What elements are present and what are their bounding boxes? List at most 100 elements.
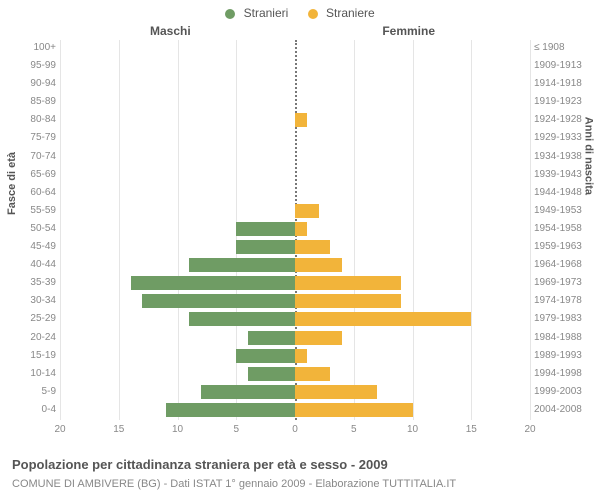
x-tick: 15 [113, 424, 124, 435]
side-label-male: Maschi [150, 24, 191, 38]
pyramid-row: 25-291979-1983 [60, 311, 530, 329]
gridline [530, 40, 531, 420]
pyramid-row: 5-91999-2003 [60, 384, 530, 402]
age-tick: 30-34 [10, 295, 56, 306]
age-tick: 50-54 [10, 223, 56, 234]
bar-male [142, 294, 295, 308]
legend-female: Straniere [308, 6, 375, 20]
x-tick: 20 [524, 424, 535, 435]
bar-female [295, 367, 330, 381]
legend-swatch-male [225, 9, 235, 19]
age-tick: 70-74 [10, 151, 56, 162]
bar-female [295, 240, 330, 254]
pyramid-row: 30-341974-1978 [60, 293, 530, 311]
age-tick: 75-79 [10, 132, 56, 143]
year-tick: 1909-1913 [534, 60, 596, 71]
age-tick: 90-94 [10, 78, 56, 89]
population-pyramid-chart: Stranieri Straniere Maschi Femmine Fasce… [0, 0, 600, 500]
pyramid-row: 80-841924-1928 [60, 112, 530, 130]
bar-female [295, 312, 471, 326]
pyramid-row: 15-191989-1993 [60, 348, 530, 366]
bar-male [131, 276, 296, 290]
x-tick: 20 [54, 424, 65, 435]
bar-male [236, 222, 295, 236]
x-axis: 201510505101520 [60, 420, 530, 440]
age-tick: 35-39 [10, 277, 56, 288]
pyramid-row: 90-941914-1918 [60, 76, 530, 94]
age-tick: 40-44 [10, 259, 56, 270]
x-tick: 5 [351, 424, 357, 435]
pyramid-row: 95-991909-1913 [60, 58, 530, 76]
age-tick: 85-89 [10, 96, 56, 107]
age-tick: 95-99 [10, 60, 56, 71]
bar-female [295, 222, 307, 236]
bar-male [248, 367, 295, 381]
year-tick: ≤ 1908 [534, 42, 596, 53]
age-tick: 20-24 [10, 332, 56, 343]
bar-female [295, 113, 307, 127]
age-tick: 10-14 [10, 368, 56, 379]
pyramid-row: 65-691939-1943 [60, 167, 530, 185]
pyramid-row: 20-241984-1988 [60, 330, 530, 348]
legend-swatch-female [308, 9, 318, 19]
age-tick: 55-59 [10, 205, 56, 216]
bar-female [295, 349, 307, 363]
chart-title: Popolazione per cittadinanza straniera p… [12, 457, 388, 472]
pyramid-row: 35-391969-1973 [60, 275, 530, 293]
bar-female [295, 204, 319, 218]
year-tick: 1984-1988 [534, 332, 596, 343]
bar-female [295, 276, 401, 290]
pyramid-row: 10-141994-1998 [60, 366, 530, 384]
age-tick: 60-64 [10, 187, 56, 198]
year-tick: 1979-1983 [534, 313, 596, 324]
age-tick: 5-9 [10, 386, 56, 397]
year-tick: 1954-1958 [534, 223, 596, 234]
bar-male [236, 349, 295, 363]
year-tick: 1964-1968 [534, 259, 596, 270]
year-tick: 1939-1943 [534, 169, 596, 180]
pyramid-row: 70-741934-1938 [60, 149, 530, 167]
bar-male [248, 331, 295, 345]
x-tick: 0 [292, 424, 298, 435]
age-tick: 15-19 [10, 350, 56, 361]
bar-male [236, 240, 295, 254]
pyramid-row: 85-891919-1923 [60, 94, 530, 112]
bar-male [189, 258, 295, 272]
pyramid-row: 40-441964-1968 [60, 257, 530, 275]
year-tick: 1914-1918 [534, 78, 596, 89]
bar-male [166, 403, 295, 417]
age-tick: 45-49 [10, 241, 56, 252]
x-tick: 10 [407, 424, 418, 435]
year-tick: 1999-2003 [534, 386, 596, 397]
year-tick: 1929-1933 [534, 132, 596, 143]
bar-female [295, 294, 401, 308]
pyramid-row: 60-641944-1948 [60, 185, 530, 203]
age-tick: 65-69 [10, 169, 56, 180]
year-tick: 2004-2008 [534, 404, 596, 415]
plot-area: 100+≤ 190895-991909-191390-941914-191885… [60, 40, 530, 420]
year-tick: 1924-1928 [534, 114, 596, 125]
pyramid-row: 75-791929-1933 [60, 130, 530, 148]
pyramid-row: 45-491959-1963 [60, 239, 530, 257]
year-tick: 1919-1923 [534, 96, 596, 107]
bar-male [189, 312, 295, 326]
year-tick: 1934-1938 [534, 151, 596, 162]
bar-female [295, 258, 342, 272]
legend-label-female: Straniere [326, 6, 375, 20]
age-tick: 80-84 [10, 114, 56, 125]
x-tick: 10 [172, 424, 183, 435]
bar-female [295, 403, 413, 417]
pyramid-row: 50-541954-1958 [60, 221, 530, 239]
x-tick: 15 [466, 424, 477, 435]
year-tick: 1989-1993 [534, 350, 596, 361]
year-tick: 1974-1978 [534, 295, 596, 306]
side-label-female: Femmine [382, 24, 435, 38]
year-tick: 1949-1953 [534, 205, 596, 216]
year-tick: 1969-1973 [534, 277, 596, 288]
age-tick: 100+ [10, 42, 56, 53]
age-tick: 25-29 [10, 313, 56, 324]
pyramid-row: 0-42004-2008 [60, 402, 530, 420]
bar-male [201, 385, 295, 399]
legend: Stranieri Straniere [0, 0, 600, 20]
age-tick: 0-4 [10, 404, 56, 415]
